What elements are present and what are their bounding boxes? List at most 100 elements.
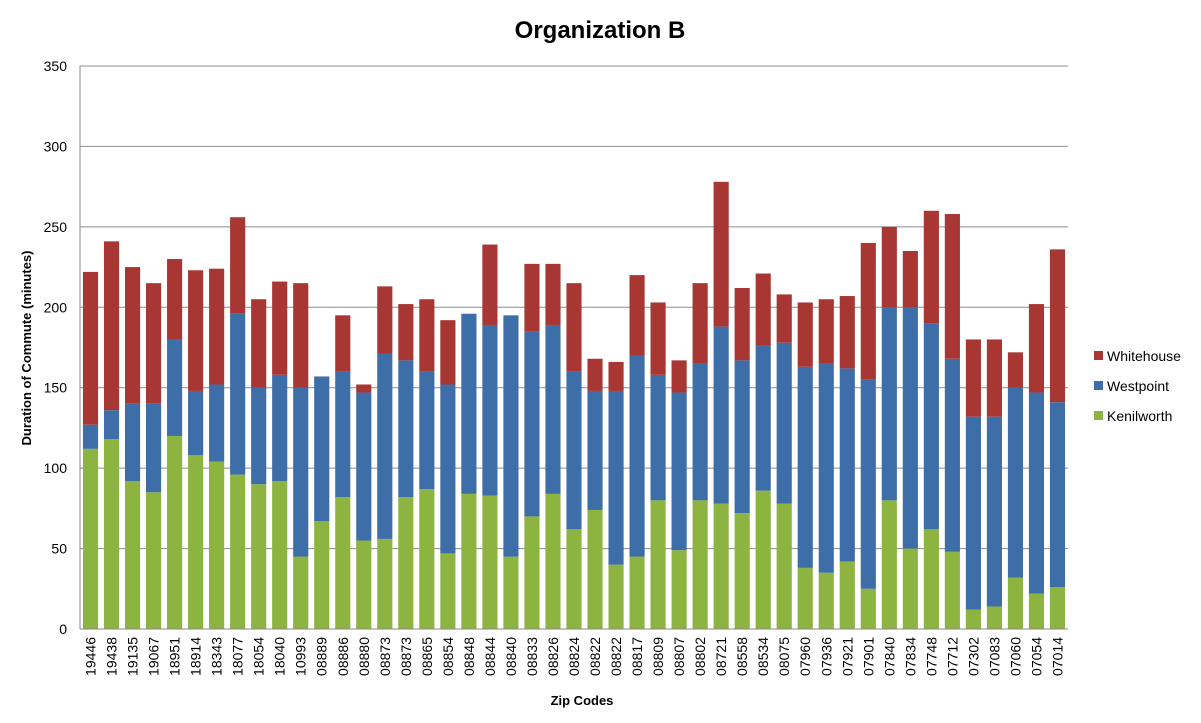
bar-segment-westpoint: [272, 374, 288, 482]
x-tick-label: 08865: [419, 637, 435, 676]
y-tick-label: 250: [44, 219, 68, 235]
x-tick-label: 07060: [1007, 637, 1023, 676]
bar-segment-whitehouse: [860, 242, 876, 380]
bar-segment-whitehouse: [1049, 249, 1066, 403]
bar-segment-whitehouse: [545, 263, 561, 325]
x-tick-label: 08826: [545, 637, 561, 676]
bar-segment-westpoint: [524, 331, 540, 517]
bar-segment-whitehouse: [587, 358, 603, 391]
bar-segment-kenilworth: [272, 481, 288, 629]
bar-segment-whitehouse: [356, 384, 372, 393]
bar-segment-whitehouse: [902, 250, 918, 308]
bar-segment-whitehouse: [188, 270, 204, 391]
legend-swatch-kenilworth: [1094, 411, 1103, 420]
bar-segment-whitehouse: [839, 296, 855, 369]
bar-segment-kenilworth: [545, 493, 561, 629]
x-tick-label: 08833: [524, 637, 540, 676]
bar-segment-westpoint: [902, 307, 918, 549]
bar-segment-westpoint: [293, 387, 309, 557]
bar-segment-whitehouse: [755, 273, 771, 346]
bar-segment-westpoint: [461, 313, 477, 494]
x-tick-label: 07921: [839, 637, 855, 676]
bar-segment-westpoint: [146, 403, 162, 493]
legend-label-westpoint: Westpoint: [1107, 378, 1169, 394]
bar-segment-whitehouse: [335, 315, 351, 372]
bar-segment-kenilworth: [356, 540, 372, 629]
legend-swatch-whitehouse: [1094, 351, 1103, 360]
bar-segment-kenilworth: [419, 489, 435, 629]
bar-segment-whitehouse: [818, 299, 834, 364]
bar-segment-kenilworth: [124, 481, 141, 629]
bar-segment-kenilworth: [461, 493, 477, 629]
bar-segment-kenilworth: [1007, 577, 1024, 629]
bars: [82, 181, 1066, 629]
bar-segment-whitehouse: [965, 339, 981, 417]
bar-segment-westpoint: [839, 368, 855, 562]
bar-segment-whitehouse: [1028, 304, 1045, 393]
bar-segment-kenilworth: [440, 553, 456, 629]
y-tick-label: 350: [44, 58, 68, 74]
bar-segment-whitehouse: [734, 287, 750, 361]
bar-segment-whitehouse: [692, 283, 708, 364]
x-tick-label: 08848: [461, 637, 477, 676]
x-tick-label: 07840: [881, 637, 897, 676]
bar-segment-westpoint: [608, 390, 624, 565]
x-tick-label: 08822: [608, 637, 624, 676]
bar-segment-westpoint: [587, 390, 603, 510]
x-tick-label: 19067: [146, 637, 162, 676]
y-tick-label: 100: [44, 460, 68, 476]
bar-segment-whitehouse: [881, 226, 897, 308]
x-axis-ticks: 19446 19438 19135 19067 18951 18914 18343 18077…: [83, 637, 1066, 676]
bar-segment-kenilworth: [1049, 587, 1066, 629]
x-tick-label: 08873: [398, 637, 414, 676]
bar-segment-kenilworth: [881, 500, 897, 629]
x-tick-label: 18343: [209, 637, 225, 676]
bar-segment-whitehouse: [272, 281, 288, 375]
bar-segment-westpoint: [1007, 387, 1024, 578]
bar-segment-kenilworth: [1028, 593, 1045, 629]
bar-segment-kenilworth: [377, 538, 393, 629]
bar-segment-kenilworth: [335, 497, 351, 629]
bar-segment-westpoint: [629, 355, 645, 557]
bar-segment-kenilworth: [755, 490, 771, 629]
bar-segment-whitehouse: [146, 283, 162, 404]
x-tick-label: 07083: [986, 637, 1002, 676]
x-tick-label: 07834: [902, 637, 918, 676]
bar-segment-whitehouse: [440, 320, 456, 385]
y-axis-title: Duration of Commute (minutes): [19, 251, 34, 446]
x-tick-label: 07748: [923, 637, 939, 676]
bar-segment-whitehouse: [671, 360, 687, 393]
bar-segment-westpoint: [188, 390, 204, 456]
bar-segment-kenilworth: [209, 461, 225, 629]
x-tick-label: 18914: [188, 637, 204, 676]
x-tick-label: 18040: [272, 637, 288, 676]
bar-segment-whitehouse: [923, 210, 939, 324]
bar-segment-kenilworth: [188, 455, 204, 629]
bar-segment-westpoint: [251, 387, 267, 485]
bar-segment-kenilworth: [776, 503, 792, 629]
x-tick-label: 18054: [251, 637, 267, 676]
x-tick-label: 07302: [965, 637, 981, 676]
bar-segment-kenilworth: [713, 503, 729, 629]
x-tick-label: 07901: [860, 637, 876, 676]
x-tick-label: 08075: [776, 637, 792, 676]
bar-segment-westpoint: [692, 363, 708, 501]
x-tick-label: 08873: [377, 637, 393, 676]
legend: Whitehouse Westpoint Kenilworth: [1094, 348, 1181, 424]
x-tick-label: 08534: [755, 637, 771, 676]
bar-segment-whitehouse: [797, 302, 813, 367]
bar-segment-kenilworth: [629, 556, 645, 629]
bar-segment-kenilworth: [902, 548, 918, 629]
bar-segment-westpoint: [650, 374, 666, 501]
bar-segment-westpoint: [356, 392, 372, 541]
bar-segment-westpoint: [209, 384, 225, 462]
x-tick-label: 08844: [482, 637, 498, 676]
y-tick-label: 50: [51, 541, 67, 557]
legend-label-kenilworth: Kenilworth: [1107, 408, 1172, 424]
x-tick-label: 18077: [230, 637, 246, 676]
bar-segment-westpoint: [230, 313, 246, 475]
bar-segment-kenilworth: [482, 495, 498, 629]
bar-segment-kenilworth: [82, 448, 99, 629]
bar-segment-whitehouse: [293, 283, 309, 388]
bar-segment-whitehouse: [398, 304, 414, 361]
